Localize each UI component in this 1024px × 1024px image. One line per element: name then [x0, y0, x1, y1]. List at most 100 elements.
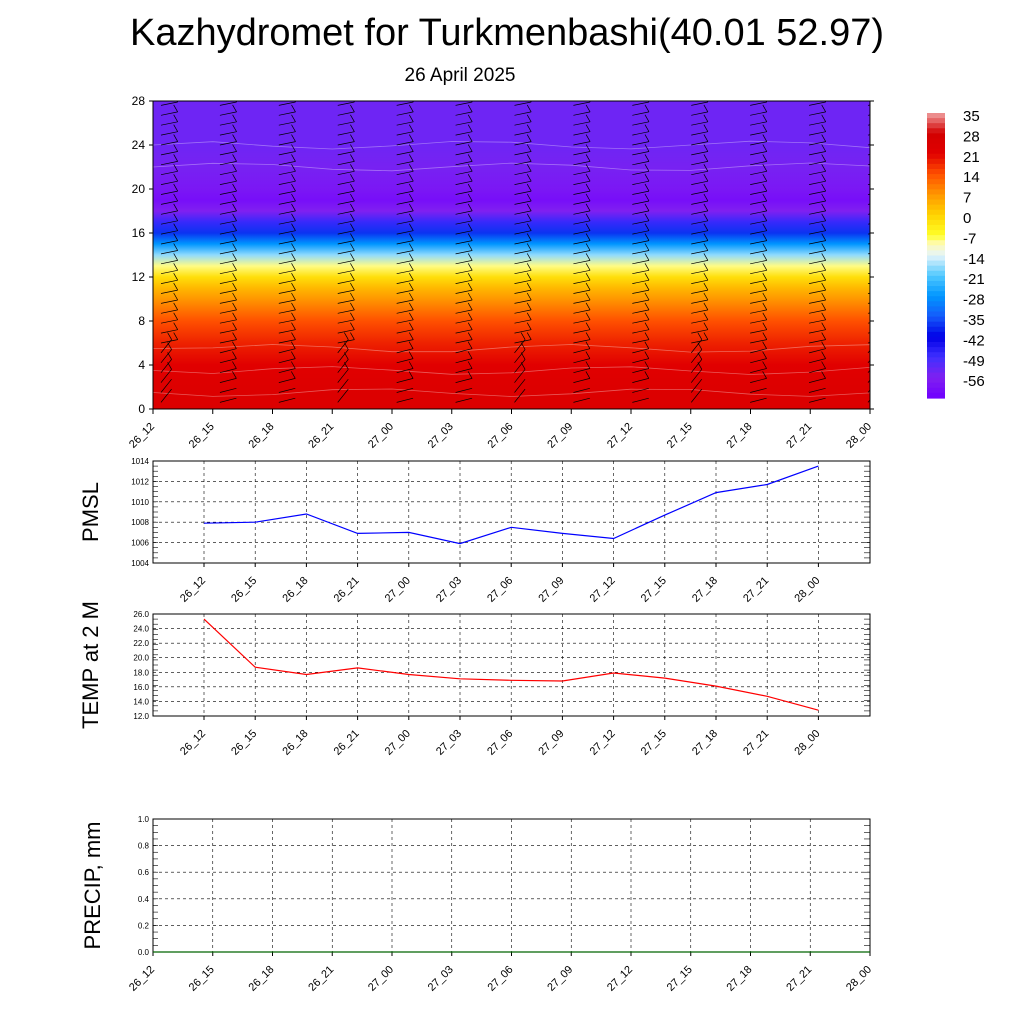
- wind-barb-feather: [526, 124, 532, 132]
- wind-barb: [455, 279, 473, 284]
- wind-barb: [337, 250, 355, 255]
- wind-barb: [867, 193, 870, 195]
- wind-barb-feather: [644, 361, 650, 369]
- wind-barb: [337, 180, 355, 185]
- wind-barb-feather: [291, 292, 296, 301]
- wind-barb: [219, 279, 237, 284]
- wind-barb: [809, 299, 826, 304]
- wind-barb: [514, 309, 532, 314]
- wind-barb-feather: [232, 351, 237, 359]
- wind-barb-feather: [408, 174, 414, 182]
- wind-barb-feather: [467, 312, 473, 320]
- x-tick-label: 26_12: [127, 421, 157, 451]
- y-axis-title: TEMP at 2 M: [78, 601, 103, 729]
- wind-barb: [278, 170, 296, 176]
- wind-barb-feather: [173, 203, 179, 212]
- wind-barb-feather: [350, 223, 355, 231]
- wind-barb-feather: [703, 154, 709, 162]
- wind-barb: [219, 161, 237, 166]
- y-tick-label: 14.0: [133, 697, 149, 706]
- wind-barb-feather: [526, 183, 532, 192]
- colorbar-segment: [927, 138, 945, 145]
- wind-barb: [573, 230, 591, 235]
- x-tick-label: 27_09: [545, 421, 575, 451]
- colorbar-segment: [927, 184, 945, 190]
- wind-barb-feather: [173, 282, 179, 291]
- wind-barb: [632, 101, 650, 106]
- wind-barb-feather: [173, 183, 179, 192]
- x-tick-label: 26_15: [187, 964, 217, 994]
- wind-barb: [455, 299, 473, 304]
- wind-barb-feather: [762, 351, 767, 359]
- wind-barb: [160, 339, 172, 354]
- wind-barb: [455, 210, 473, 215]
- y-tick-label: 0.8: [138, 842, 150, 851]
- wind-barb: [632, 111, 650, 116]
- wind-barb: [867, 124, 870, 126]
- wind-barb-feather: [644, 282, 650, 291]
- wind-barb: [750, 348, 767, 354]
- wind-barb: [867, 223, 870, 225]
- wind-barb: [396, 210, 414, 215]
- y-tick-label: 1004: [131, 559, 149, 568]
- wind-barb: [750, 141, 767, 146]
- wind-barb-feather: [408, 361, 414, 369]
- wind-barb-feather: [290, 351, 296, 359]
- wind-barb-feather: [526, 253, 532, 261]
- wind-barb-feather: [821, 371, 826, 379]
- wind-barb: [750, 319, 767, 324]
- wind-barb: [691, 339, 708, 344]
- x-tick-label: 26_12: [178, 728, 208, 758]
- wind-barb: [160, 170, 178, 176]
- wind-barb-feather: [585, 203, 591, 212]
- wind-barb: [396, 230, 414, 235]
- wind-barb: [160, 141, 178, 146]
- y-tick-label: 12: [132, 270, 146, 284]
- wind-barb: [160, 240, 178, 245]
- wind-barb: [750, 299, 767, 304]
- wind-barb: [396, 269, 414, 275]
- colorbar-segment: [927, 347, 945, 353]
- wind-barb-feather: [881, 253, 885, 260]
- wind-barb: [160, 230, 178, 235]
- wind-barb: [337, 378, 349, 393]
- wind-barb-feather: [232, 292, 237, 301]
- wind-barb: [750, 378, 767, 383]
- wind-barb: [573, 260, 591, 265]
- wind-barb: [632, 378, 649, 383]
- wind-barb-feather: [291, 312, 296, 320]
- colorbar-segment: [927, 275, 945, 282]
- wind-barb: [691, 230, 708, 235]
- wind-barb: [632, 250, 650, 255]
- wind-barb: [160, 289, 178, 294]
- wind-barb: [219, 180, 237, 185]
- x-tick-label: 27_06: [485, 575, 515, 605]
- colorbar-segment: [927, 331, 945, 338]
- wind-barb-feather: [232, 203, 237, 212]
- wind-barb-feather: [703, 193, 709, 202]
- wind-barb: [867, 134, 870, 136]
- colorbar-label: -35: [963, 312, 985, 329]
- wind-barb-feather: [526, 312, 532, 320]
- wind-barb: [750, 279, 767, 284]
- x-tick-label: 26_15: [229, 728, 259, 758]
- wind-barb: [337, 151, 355, 156]
- wind-barb: [691, 180, 708, 185]
- wind-barb: [337, 299, 355, 304]
- colorbar-segment: [927, 326, 945, 333]
- wind-barb: [691, 151, 708, 156]
- wind-barb: [396, 299, 414, 304]
- wind-barb: [809, 339, 826, 344]
- wind-barb-feather: [644, 312, 650, 320]
- wind-barb-feather: [350, 233, 355, 241]
- wind-barb-feather: [585, 174, 591, 182]
- wind-barb-feather: [821, 124, 827, 132]
- x-tick-label: 27_12: [588, 575, 618, 605]
- wind-barb: [337, 230, 355, 235]
- y-tick-label: 0.6: [138, 868, 150, 877]
- wind-barb: [691, 319, 708, 324]
- wind-barb-feather: [644, 124, 650, 132]
- wind-barb: [160, 299, 178, 304]
- wind-barb: [396, 151, 414, 156]
- wind-barb-feather: [881, 263, 885, 270]
